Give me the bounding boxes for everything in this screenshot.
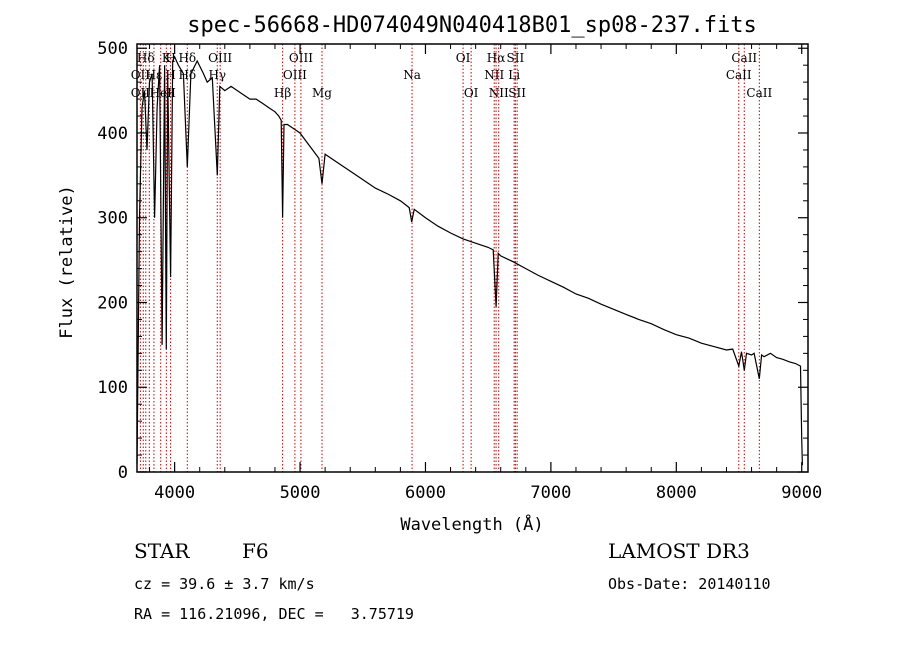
x-axis-label: Wavelength (Å): [400, 513, 543, 535]
line-label: Mg: [312, 86, 332, 100]
line-label: Li: [508, 68, 520, 82]
y-tick-label: 400: [97, 124, 128, 144]
line-label: Na: [403, 68, 421, 82]
line-label: OIII: [208, 51, 232, 65]
line-label: HeI: [150, 86, 173, 100]
radec-info: RA = 116.21096, DEC = 3.75719: [134, 605, 414, 623]
x-tick-label: 7000: [530, 483, 571, 503]
line-label: OIII: [283, 68, 307, 82]
chart-title: spec-56668-HD074049N040418B01_sp08-237.f…: [187, 13, 757, 38]
object-subclass: F6: [242, 539, 269, 563]
line-label: H: [165, 68, 175, 82]
line-markers: [139, 44, 760, 472]
survey-name: LAMOST DR3: [608, 539, 750, 563]
line-label: Hδ: [178, 51, 196, 65]
line-label: Hδ: [137, 51, 155, 65]
x-tick-label: 6000: [405, 483, 446, 503]
x-tick-label: 8000: [656, 483, 697, 503]
line-labels: HδOIIOIIHεHeIKHHHHδHδOIIIHγHβOIIIOIIIMgN…: [131, 51, 773, 100]
x-tick-label: 5000: [280, 483, 321, 503]
y-axis-label: Flux (relative): [57, 185, 77, 339]
line-label: CaII: [746, 86, 772, 100]
line-label: Hβ: [274, 86, 291, 100]
line-label: OI: [456, 51, 471, 65]
x-tick-label: 9000: [781, 483, 822, 503]
plot-frame: [136, 43, 809, 473]
line-label: K: [162, 51, 172, 65]
line-label: OII: [131, 68, 151, 82]
y-tick-label: 0: [118, 463, 128, 483]
y-tick-label: 200: [97, 293, 128, 313]
line-label: CaII: [731, 51, 757, 65]
line-label: SII: [508, 86, 526, 100]
y-tick-label: 500: [97, 39, 128, 59]
line-label: Hε: [146, 68, 163, 82]
line-label: OI: [464, 86, 479, 100]
line-label: NII: [489, 86, 509, 100]
object-class: STAR: [134, 539, 190, 563]
line-label: OII: [131, 86, 151, 100]
y-axis-ticks: 0 100 200 300 400 500: [97, 39, 808, 483]
x-axis-ticks: 4000 5000 6000 7000 8000 9000: [149, 44, 822, 503]
line-label: CaII: [726, 68, 752, 82]
line-label: Hα: [487, 51, 506, 65]
line-label: OIII: [289, 51, 313, 65]
obs-date: Obs-Date: 20140110: [608, 575, 771, 593]
line-label: H: [165, 51, 175, 65]
x-tick-label: 4000: [154, 483, 195, 503]
line-label: SII: [507, 51, 525, 65]
line-label: Hγ: [208, 68, 226, 82]
y-tick-label: 300: [97, 209, 128, 229]
y-tick-label: 100: [97, 378, 128, 398]
line-label: H: [165, 86, 175, 100]
line-label: NII: [484, 68, 504, 82]
redshift-info: cz = 39.6 ± 3.7 km/s: [134, 575, 315, 593]
spectrum-line: [136, 55, 803, 466]
